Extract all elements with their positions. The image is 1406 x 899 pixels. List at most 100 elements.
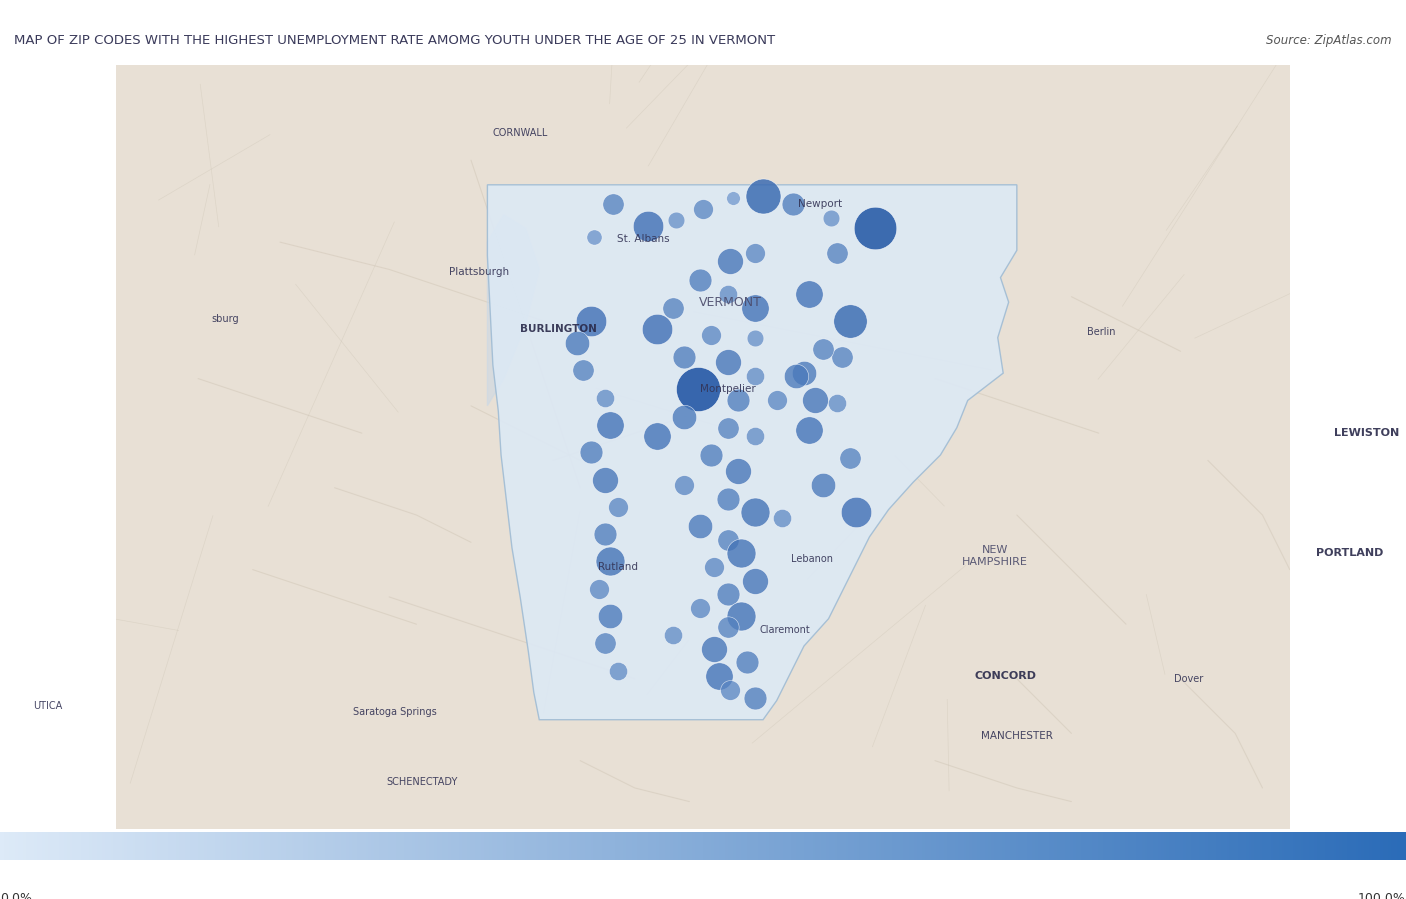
Point [637,218,659,233]
Point [672,350,695,364]
Point [579,314,602,328]
Point [744,331,766,345]
Point [572,363,595,378]
Text: VERMONT: VERMONT [699,296,762,308]
Point [593,390,616,405]
Text: 0.0%: 0.0% [0,892,32,899]
Point [703,642,725,656]
Text: Lebanon: Lebanon [792,554,834,564]
Point [662,628,685,642]
Point [730,546,752,560]
Point [839,450,862,465]
Point [607,663,630,678]
Point [793,366,815,380]
Point [716,355,738,369]
Text: Saratoga Springs: Saratoga Springs [353,707,436,717]
Point [607,500,630,514]
Text: NEW
HAMPSHIRE: NEW HAMPSHIRE [962,545,1028,566]
Point [718,682,741,697]
Point [582,229,605,244]
Point [716,287,738,301]
Point [689,601,711,615]
Text: PORTLAND: PORTLAND [1316,548,1384,558]
Point [703,560,725,574]
Text: sburg: sburg [211,314,239,324]
Point [716,619,738,634]
Point [672,410,695,424]
Point [727,464,749,478]
Point [672,478,695,493]
Point [567,336,589,351]
Point [744,300,766,315]
Point [721,191,744,206]
Point [799,287,821,301]
Point [735,655,758,670]
Text: UTICA: UTICA [34,701,63,711]
Point [689,519,711,533]
Point [662,300,685,315]
Point [782,197,804,211]
Point [692,202,714,217]
Polygon shape [488,215,540,405]
Text: Rutland: Rutland [599,562,638,572]
Point [716,421,738,435]
Point [730,609,752,623]
Text: Plattsburgh: Plattsburgh [449,267,509,277]
Point [599,554,621,568]
Text: Source: ZipAtlas.com: Source: ZipAtlas.com [1267,33,1392,47]
Point [752,189,775,203]
Point [593,472,616,486]
Point [744,574,766,588]
Point [665,213,688,227]
Point [744,369,766,383]
Point [765,393,787,407]
Point [700,448,723,462]
Point [716,492,738,506]
Point [700,328,723,343]
Point [599,609,621,623]
Point [799,423,821,438]
Point [811,342,834,356]
Point [744,505,766,520]
Text: SCHENECTADY: SCHENECTADY [387,778,457,788]
Point [744,690,766,705]
Text: MANCHESTER: MANCHESTER [981,731,1053,741]
Point [686,382,709,396]
Text: CORNWALL: CORNWALL [492,128,548,138]
Point [825,245,848,260]
Polygon shape [488,185,1017,720]
Point [863,221,886,236]
Point [588,582,610,596]
Point [770,511,793,525]
Point [820,210,842,225]
Text: Newport: Newport [799,199,842,209]
Text: BURLINGTON: BURLINGTON [520,325,596,334]
Text: Dover: Dover [1174,673,1204,684]
Point [727,393,749,407]
Text: MAP OF ZIP CODES WITH THE HIGHEST UNEMPLOYMENT RATE AMOMG YOUTH UNDER THE AGE OF: MAP OF ZIP CODES WITH THE HIGHEST UNEMPL… [14,33,775,47]
Text: LEWISTON: LEWISTON [1333,428,1399,438]
Text: 100.0%: 100.0% [1358,892,1406,899]
Point [689,273,711,288]
Point [645,429,668,443]
Point [593,636,616,651]
Point [839,314,862,328]
Point [804,393,827,407]
Point [599,418,621,432]
Point [744,429,766,443]
Text: St. Albans: St. Albans [617,235,669,245]
Point [825,396,848,410]
Point [716,532,738,547]
Point [845,505,868,520]
Text: Berlin: Berlin [1087,327,1116,337]
Point [718,254,741,269]
Point [602,197,624,211]
Text: Claremont: Claremont [759,625,810,635]
Point [811,478,834,493]
Point [831,350,853,364]
Point [579,445,602,459]
Point [716,587,738,601]
Point [744,245,766,260]
Point [709,669,731,683]
Point [785,369,807,383]
